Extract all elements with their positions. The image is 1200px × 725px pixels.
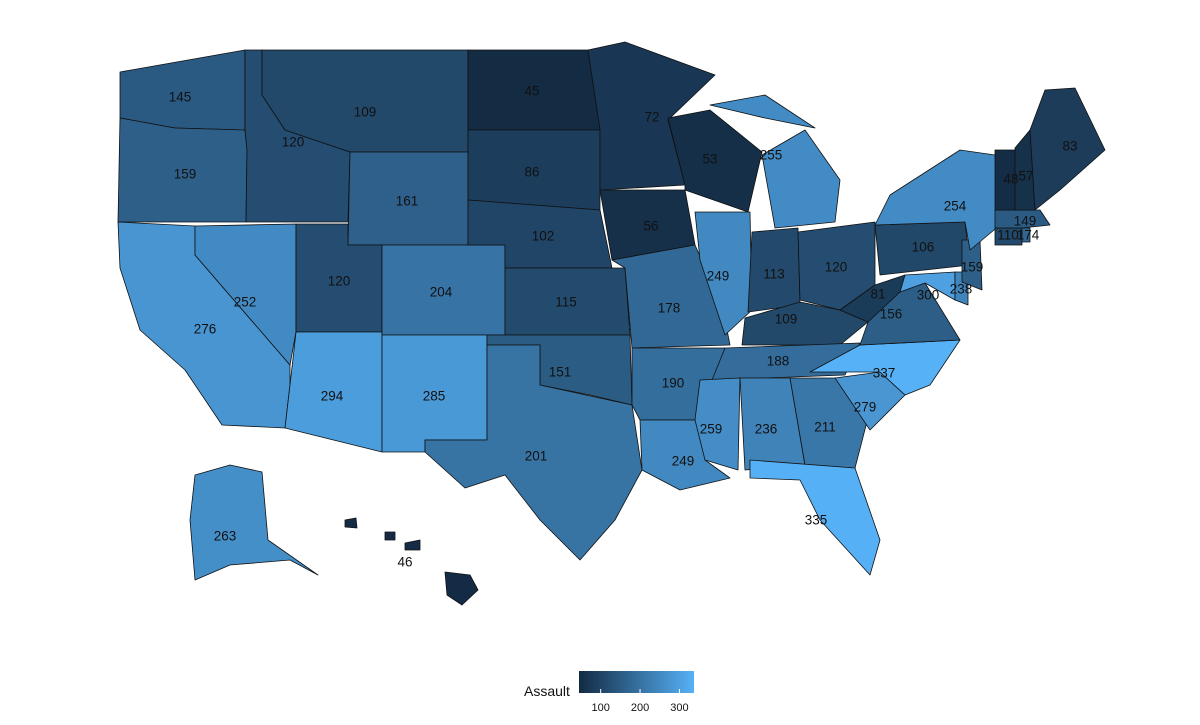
value-label-wyoming: 161 [396, 194, 419, 209]
value-label-washington: 145 [169, 90, 192, 105]
value-label-rhode-island: 174 [1017, 228, 1040, 243]
legend-tick-label: 100 [591, 702, 609, 714]
state-alaska [189, 464, 319, 581]
value-label-vermont: 48 [1003, 172, 1018, 187]
value-label-indiana: 113 [763, 267, 785, 282]
value-label-georgia: 211 [814, 420, 836, 435]
states-layer [117, 41, 1106, 606]
legend-tick-label: 300 [670, 702, 688, 714]
value-label-idaho: 120 [282, 135, 305, 150]
state-mississippi [694, 377, 741, 471]
value-label-new-mexico: 285 [423, 389, 446, 404]
state-nevada [194, 223, 297, 366]
value-label-kansas: 115 [555, 295, 577, 310]
state-texas [424, 344, 643, 561]
value-label-maryland: 300 [917, 288, 940, 303]
value-label-nebraska: 102 [532, 229, 555, 244]
value-label-wisconsin: 53 [702, 152, 717, 167]
value-label-new-york: 254 [944, 199, 967, 214]
value-label-virginia: 156 [880, 307, 903, 322]
value-label-missouri: 178 [658, 301, 681, 316]
value-label-alaska: 263 [214, 529, 237, 544]
value-label-oklahoma: 151 [549, 365, 572, 380]
state-rhode-island [1021, 227, 1031, 243]
value-label-arizona: 294 [321, 389, 344, 404]
value-label-oregon: 159 [174, 167, 197, 182]
legend-title: Assault [524, 683, 570, 699]
value-label-massachusetts: 149 [1014, 214, 1037, 229]
value-label-new-jersey: 159 [961, 260, 984, 275]
value-label-mississippi: 259 [700, 422, 723, 437]
state-arizona [284, 331, 383, 453]
value-label-michigan: 255 [760, 148, 783, 163]
value-label-illinois: 249 [707, 269, 730, 284]
value-label-california: 276 [194, 322, 217, 337]
value-label-south-dakota: 86 [524, 165, 539, 180]
value-label-colorado: 204 [430, 285, 453, 300]
legend-colorbar [579, 671, 694, 693]
value-label-connecticut: 110 [997, 228, 1019, 243]
state-missouri [611, 244, 731, 349]
legend-ticks: 100 200 300 [591, 689, 689, 714]
value-label-montana: 109 [354, 105, 377, 120]
state-maryland [899, 271, 956, 301]
value-label-hawaii: 46 [397, 555, 412, 570]
value-label-louisiana: 249 [672, 454, 695, 469]
legend: Assault 100 200 300 [524, 671, 694, 714]
value-label-pennsylvania: 106 [912, 240, 935, 255]
state-florida [749, 459, 881, 576]
value-label-ohio: 120 [825, 260, 848, 275]
value-label-nevada: 252 [234, 295, 257, 310]
value-label-texas: 201 [525, 449, 548, 464]
value-label-utah: 120 [328, 274, 351, 289]
value-label-north-dakota: 45 [524, 84, 539, 99]
state-illinois [694, 211, 753, 336]
state-michigan [709, 94, 841, 229]
state-maine [1029, 87, 1106, 211]
value-label-delaware: 238 [950, 282, 973, 297]
state-hawaii [344, 517, 479, 606]
value-label-iowa: 56 [643, 219, 658, 234]
value-label-arkansas: 190 [662, 376, 685, 391]
value-label-north-carolina: 337 [873, 366, 896, 381]
value-label-tennessee: 188 [767, 354, 790, 369]
legend-tick-label: 200 [631, 702, 649, 714]
value-label-south-carolina: 279 [854, 400, 877, 415]
value-label-alabama: 236 [755, 422, 778, 437]
labels-layer: 145 159 276 120 252 109 161 120 294 204 285 45 86 102… [169, 84, 1078, 570]
value-label-kentucky: 109 [775, 312, 798, 327]
value-label-new-hampshire: 57 [1018, 169, 1033, 184]
value-label-minnesota: 72 [644, 110, 659, 125]
value-label-maine: 83 [1062, 139, 1077, 154]
value-label-west-virginia: 81 [870, 287, 885, 302]
value-label-florida: 335 [805, 513, 828, 528]
state-new-york [874, 149, 1001, 251]
